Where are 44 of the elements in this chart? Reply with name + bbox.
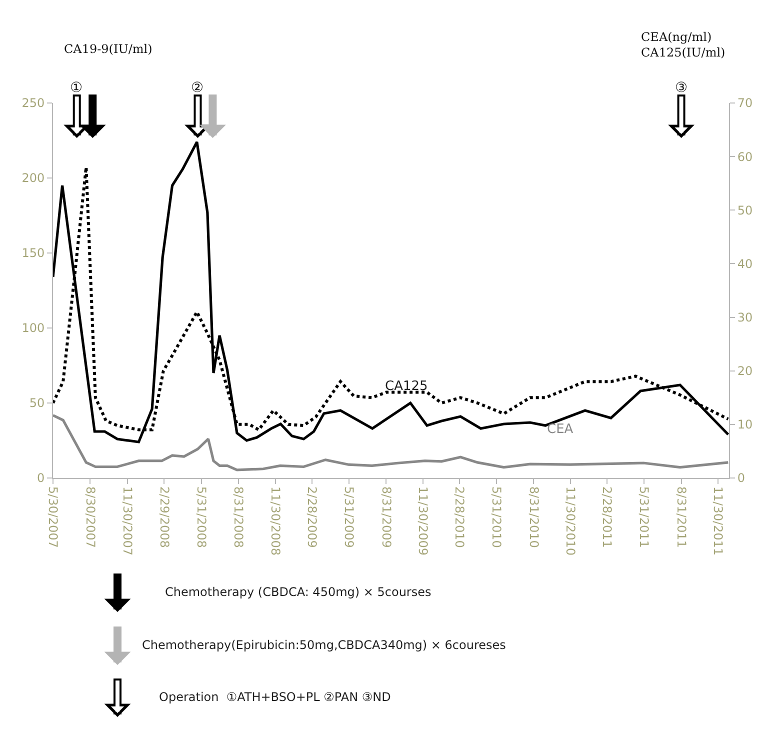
y-tick-label: 50 xyxy=(29,396,45,410)
x-tick-label: 5/31/2009 xyxy=(342,486,356,548)
x-tick-label: 11/30/2007 xyxy=(120,486,134,556)
x-tick-label: 2/28/2011 xyxy=(600,486,614,548)
x-tick-label: 5/31/2011 xyxy=(637,486,652,548)
text: Chemotherapy (CBDCA: 450mg) × 5courses xyxy=(165,585,432,599)
ref-line-label: ③ xyxy=(675,80,688,96)
y2-tick-label: 40 xyxy=(737,256,753,271)
x-tick-label: 8/30/2007 xyxy=(83,486,98,548)
ref-line-label: ① xyxy=(70,80,83,96)
line-series xyxy=(53,414,729,472)
x-tick-label: 5/31/2008 xyxy=(194,486,208,548)
x-tick-label: 11/30/2008 xyxy=(268,486,282,556)
x-tick-label: 11/30/2009 xyxy=(416,486,430,556)
x-tick-label: 2/28/2009 xyxy=(304,486,319,548)
x-tick-label: 11/30/2011 xyxy=(711,486,726,556)
text: Chemotherapy(Epirubicin:50mg,CBDCA340mg) × 6coureses xyxy=(142,638,506,652)
y2-tick-label: 10 xyxy=(737,418,753,432)
y2-tick-label: 20 xyxy=(737,364,753,378)
x-tick-label: 8/31/2008 xyxy=(232,486,246,548)
y2-tick-label: 50 xyxy=(737,203,753,218)
x-tick-label: 2/28/2010 xyxy=(452,486,466,548)
x-tick-label: 5/31/2010 xyxy=(490,486,504,548)
x-tick-label: 8/31/2009 xyxy=(379,486,394,548)
y2-tick-label: 0 xyxy=(737,471,746,486)
y-tick-label: 200 xyxy=(22,171,45,186)
x-tick-label: 8/31/2011 xyxy=(674,486,688,548)
text: Operation ①ATH+BSO+PL ②PAN ③ND xyxy=(159,690,391,704)
y-tick-label: 0 xyxy=(36,471,45,486)
y2-axis-title: CEA(ng/ml) CA125(IU/ml) xyxy=(641,30,726,60)
series-label: CA125 xyxy=(385,379,428,394)
x-tick-label: 5/30/2007 xyxy=(46,486,60,548)
ref-line-label: ② xyxy=(191,80,204,96)
y-tick-label: 250 xyxy=(22,96,45,110)
text: CEA xyxy=(547,422,574,437)
x-tick-label: 11/30/2010 xyxy=(564,486,578,556)
x-tick-label: 2/29/2008 xyxy=(157,486,172,548)
y-axis-title: CA19-9(IU/ml) xyxy=(64,42,152,56)
y-tick-label: 100 xyxy=(22,321,45,336)
y2-tick-label: 30 xyxy=(737,310,753,324)
y2-tick-label: 70 xyxy=(737,96,753,110)
y-tick-label: 150 xyxy=(22,246,45,260)
y2-tick-label: 60 xyxy=(737,150,753,164)
x-tick-label: 8/31/2010 xyxy=(526,486,541,548)
